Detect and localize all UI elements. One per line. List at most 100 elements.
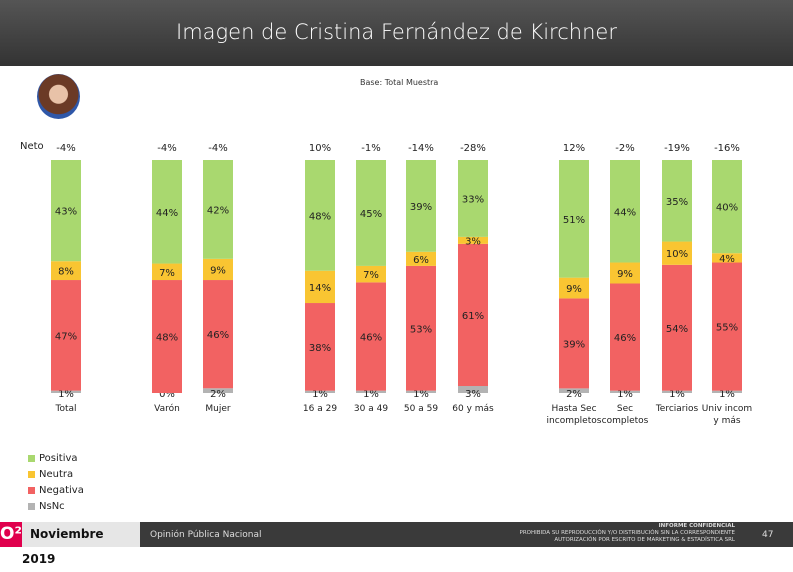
bar-segment-nsnc [610, 390, 640, 393]
neto-value: -1% [361, 143, 380, 154]
bar-segment-nsnc [203, 388, 233, 393]
neto-value: -14% [408, 143, 434, 154]
data-label: 2% [566, 389, 582, 400]
footer-section: Opinión Pública Nacional [150, 530, 262, 540]
category-label: 60 y más [452, 404, 494, 414]
bar-segment-nsnc [406, 390, 436, 393]
bar-segment-negativa [203, 280, 233, 389]
bar-segment-positiva [406, 160, 436, 252]
bar-segment-negativa [610, 283, 640, 391]
bar-segment-nsnc [51, 390, 81, 393]
category-label: completos [602, 416, 649, 426]
bar-segment-positiva [712, 160, 742, 254]
data-label: 47% [55, 331, 77, 342]
bar-segment-negativa [356, 282, 386, 391]
bar-segment-negativa [51, 280, 81, 391]
data-label: 51% [563, 215, 585, 226]
data-label: 1% [312, 389, 328, 400]
category-label: Total [54, 404, 76, 414]
legend-positiva: Positiva [28, 450, 84, 466]
category-label: incompletos [547, 416, 602, 426]
neto-value: 10% [309, 143, 331, 154]
data-label: 46% [614, 333, 636, 344]
category-label: Univ incom [702, 404, 752, 414]
data-label: 35% [666, 197, 688, 208]
data-label: 1% [58, 389, 74, 400]
data-label: 55% [716, 323, 738, 334]
avatar [37, 74, 80, 119]
data-label: 8% [58, 267, 74, 278]
bar-segment-positiva [152, 160, 182, 264]
category-label: 50 a 59 [404, 404, 438, 414]
bar-segment-positiva [610, 160, 640, 263]
data-label: 7% [363, 270, 379, 281]
category-label: 16 a 29 [303, 404, 337, 414]
data-label: 1% [413, 389, 429, 400]
data-label: 6% [413, 255, 429, 266]
bar-segment-nsnc [559, 388, 589, 393]
page-title: Imagen de Cristina Fernández de Kirchner [176, 20, 617, 44]
neto-value: -19% [664, 143, 690, 154]
data-label: 54% [666, 324, 688, 335]
category-label: Mujer [205, 404, 231, 414]
data-label: 9% [566, 284, 582, 295]
data-label: 39% [563, 339, 585, 350]
data-label: 1% [719, 389, 735, 400]
neto-value: -4% [56, 143, 75, 154]
neto-value: -4% [157, 143, 176, 154]
data-label: 45% [360, 209, 382, 220]
legend-negativa: Negativa [28, 482, 84, 498]
bar-segment-nsnc [305, 390, 335, 393]
bar-segment-neutra [458, 236, 488, 244]
bar-segment-neutra [51, 261, 81, 281]
bar-segment-negativa [152, 280, 182, 393]
data-label: 1% [363, 389, 379, 400]
data-label: 1% [669, 389, 685, 400]
bar-segment-positiva [458, 160, 488, 237]
confidential-note: INFORME CONFIDENCIAL PROHIBIDA SU REPROD… [519, 523, 735, 543]
data-label: 53% [410, 324, 432, 335]
bar-segment-negativa [406, 265, 436, 391]
neto-value: -2% [615, 143, 634, 154]
bar-segment-neutra [406, 251, 436, 266]
bar-segment-nsnc [662, 390, 692, 393]
data-label: 38% [309, 343, 331, 354]
data-label: 7% [159, 268, 175, 279]
data-label: 61% [462, 311, 484, 322]
data-label: 33% [462, 194, 484, 205]
footer-date: Noviembre 2019 [22, 522, 140, 566]
bar-segment-negativa [662, 264, 692, 391]
data-label: 48% [309, 211, 331, 222]
bar-segment-neutra [662, 241, 692, 265]
bar-segment-positiva [203, 160, 233, 259]
neto-value: 12% [563, 143, 585, 154]
bar-segment-nsnc [458, 386, 488, 393]
data-label: 48% [156, 333, 178, 344]
category-label: Terciarios [655, 404, 699, 414]
data-label: 10% [666, 249, 688, 260]
bar-segment-positiva [305, 160, 335, 271]
bar-segment-positiva [51, 160, 81, 262]
category-label: Hasta Sec [551, 404, 596, 414]
bar-segment-neutra [559, 277, 589, 299]
bar-segment-negativa [559, 298, 589, 389]
logo: O² [0, 522, 22, 547]
legend-neutra: Neutra [28, 466, 84, 482]
data-label: 3% [465, 236, 481, 247]
data-label: 2% [210, 389, 226, 400]
base-note: Base: Total Muestra [360, 78, 439, 87]
data-label: 0% [159, 389, 175, 400]
legend: Positiva Neutra Negativa NsNc [28, 450, 84, 514]
data-label: 46% [360, 333, 382, 344]
category-label: y más [713, 416, 740, 426]
data-label: 9% [210, 265, 226, 276]
neto-value: -16% [714, 143, 740, 154]
stacked-bar-chart: 1% 47% 8% 43% -4% Total 0% 48% 7% 44% -4% Varón 2% 46… [51, 143, 752, 426]
bar-segment-positiva [559, 160, 589, 278]
neto-label: Neto [20, 141, 44, 152]
bar-segment-neutra [610, 262, 640, 284]
bar-segment-neutra [305, 270, 335, 304]
bar-segment-negativa [712, 262, 742, 391]
data-label: 46% [207, 330, 229, 341]
bar-segment-neutra [712, 253, 742, 263]
